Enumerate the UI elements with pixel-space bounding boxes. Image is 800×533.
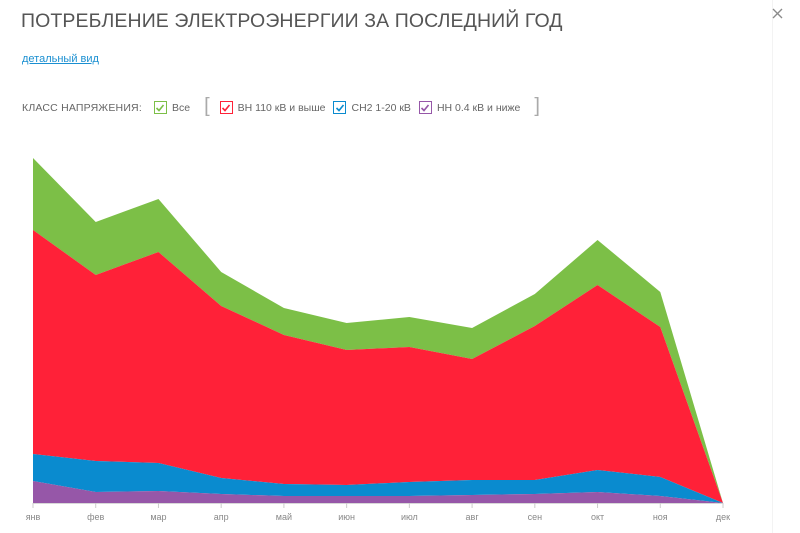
checkbox-box[interactable] bbox=[418, 101, 432, 114]
checkbox-sn2-1-20kv[interactable]: СН2 1-20 кВ bbox=[333, 101, 411, 114]
x-axis-label: сен bbox=[528, 512, 543, 522]
check-icon bbox=[156, 103, 165, 112]
x-axis-label: янв bbox=[26, 512, 41, 522]
close-bracket: ] bbox=[534, 95, 540, 117]
area-nn-04kv bbox=[33, 481, 723, 503]
checkbox-label: СН2 1-20 кВ bbox=[351, 101, 411, 114]
stacked-area-chart: янв фев мар апр май июн июл авг сен окт ноя дек bbox=[26, 158, 730, 522]
x-axis-label: дек bbox=[716, 512, 730, 522]
x-axis-label: июл bbox=[401, 512, 418, 522]
page-title: ПОТРЕБЛЕНИЕ ЭЛЕКТРОЭНЕРГИИ ЗА ПОСЛЕДНИЙ … bbox=[21, 10, 563, 32]
x-axis-label: ноя bbox=[653, 512, 668, 522]
checkbox-label: Все bbox=[171, 101, 191, 114]
x-axis-label: апр bbox=[214, 512, 229, 522]
area-vn-110kv bbox=[33, 230, 723, 503]
x-axis-label: июн bbox=[338, 512, 355, 522]
open-bracket: [ bbox=[204, 95, 210, 117]
area-all bbox=[33, 158, 723, 503]
checkbox-box[interactable] bbox=[219, 101, 233, 114]
close-button[interactable] bbox=[770, 6, 786, 22]
legend-label: КЛАСС НАПРЯЖЕНИЯ: bbox=[22, 101, 142, 114]
x-axis-label: авг bbox=[466, 512, 480, 522]
checkbox-nn-04kv[interactable]: НН 0.4 кВ и ниже bbox=[418, 101, 521, 114]
checkbox-box[interactable] bbox=[153, 101, 167, 114]
checkbox-all[interactable]: Все bbox=[153, 101, 191, 114]
x-axis-label: фев bbox=[87, 512, 104, 522]
panel-edge-divider bbox=[772, 0, 773, 533]
check-icon bbox=[222, 103, 231, 112]
x-axis-label: мар bbox=[150, 512, 166, 522]
x-axis: янв фев мар апр май июн июл авг сен окт ноя дек bbox=[26, 503, 730, 522]
voltage-class-legend: КЛАСС НАПРЯЖЕНИЯ: Все [ ВН 110 кВ и выше… bbox=[22, 95, 540, 117]
detail-view-link[interactable]: детальный вид bbox=[22, 53, 99, 65]
x-axis-label: май bbox=[276, 512, 292, 522]
checkbox-label: ВН 110 кВ и выше bbox=[237, 101, 326, 114]
checkbox-vn-110kv[interactable]: ВН 110 кВ и выше bbox=[219, 101, 326, 114]
chart-areas bbox=[33, 158, 723, 503]
checkbox-box[interactable] bbox=[333, 101, 347, 114]
x-axis-label: окт bbox=[591, 512, 604, 522]
close-icon bbox=[772, 8, 783, 19]
check-icon bbox=[421, 103, 430, 112]
check-icon bbox=[335, 103, 345, 112]
checkbox-label: НН 0.4 кВ и ниже bbox=[436, 101, 521, 114]
area-sn2-1-20kv bbox=[33, 454, 723, 503]
